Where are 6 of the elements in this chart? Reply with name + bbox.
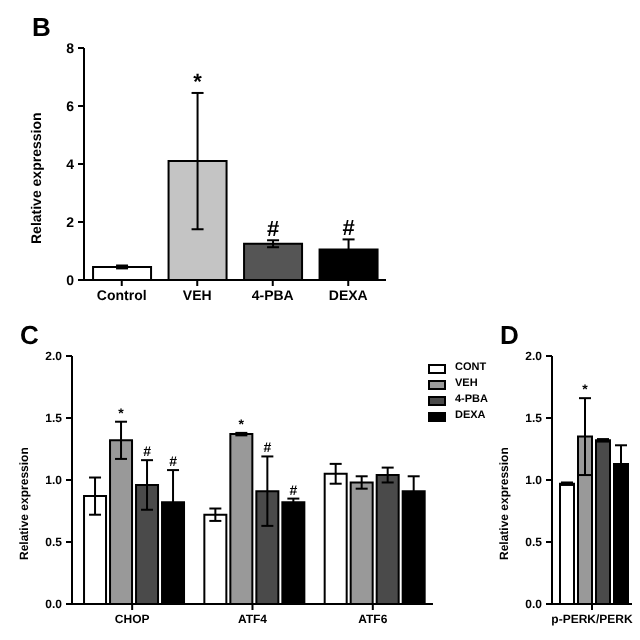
data-label: * xyxy=(193,70,204,95)
data-label: # xyxy=(266,218,280,243)
data-label: # xyxy=(342,217,355,242)
chart-title: D xyxy=(500,320,519,350)
chart-title: B xyxy=(32,12,51,42)
chart-title: C xyxy=(20,320,39,350)
